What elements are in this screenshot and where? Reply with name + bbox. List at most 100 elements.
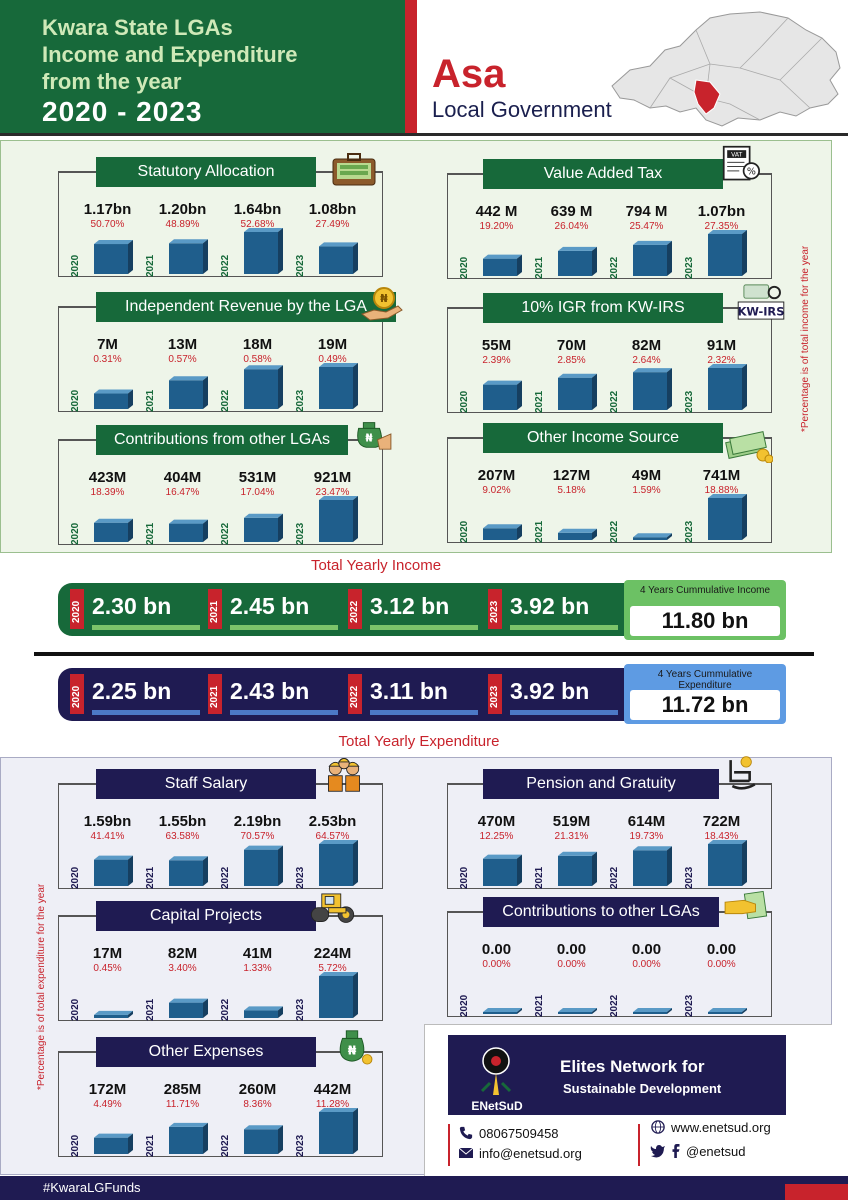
header-accent-bar [405,0,417,133]
metric-percent: 0.00% [482,959,511,970]
panel-contributions-from-lgas: Contributions from other LGAs ₦ 423M 18.3… [58,422,392,545]
year-label: 2023 [295,389,306,412]
metric-percent: 63.58% [165,831,200,842]
year-label: 2022 [220,866,231,889]
metric-percent: 21.31% [554,831,589,842]
metric-column: 224M 5.72% 2023 [295,945,370,1021]
year-label: 2023 [684,256,695,279]
metric-column: 470M 12.25% 2020 [459,813,534,889]
bar-chart [483,840,747,886]
contact-phone[interactable]: 08067509458 [458,1126,559,1141]
bar [633,533,672,540]
bar [319,363,358,409]
contact-website[interactable]: www.enetsud.org [650,1120,771,1135]
cumulative-expenditure-value: 11.72 bn [630,690,780,720]
bar [94,389,133,409]
bar [94,518,133,542]
money-case-icon [332,153,376,186]
bar [633,846,672,886]
metric-value: 1.17bn [83,201,132,218]
bar [633,1008,672,1014]
metric-column: 0.00 0.00% 2020 [459,941,534,1017]
brand-logo-text: ENetSuD [471,1099,523,1113]
metric-column: 70M 2.85% 2021 [534,337,609,413]
footer-hashtag: #KwaraLGFunds [43,1180,141,1195]
year-label: 2021 [534,994,545,1017]
panel-title: Other Income Source [483,423,723,453]
metric-column: 442 M 19.20% 2020 [459,203,534,279]
year-label: 2022 [609,520,620,543]
metric-column: 2.53bn 64.57% 2023 [295,813,370,889]
contact-social[interactable]: @enetsud [650,1144,745,1159]
metric-value: 1.08bn [308,201,357,218]
contact-email[interactable]: info@enetsud.org [458,1146,582,1161]
page-title: Kwara State LGAs Income and Expenditure … [42,15,298,94]
year-label: 2021 [534,520,545,543]
metric-percent: 64.57% [315,831,350,842]
metric-value: 17M [92,945,123,962]
panel-title: Capital Projects [96,901,316,931]
income-total-2023: 2023 3.92 bn [488,583,628,636]
globe-icon [651,1120,665,1134]
svg-text:KW-IRS: KW-IRS [738,304,785,318]
cumulative-income-label: 4 Years Cummulative Income [639,585,771,596]
metric-percent: 50.70% [90,219,125,230]
bar [169,856,208,886]
bar-chart [483,494,747,540]
panel-igr-kw-irs: 10% IGR from KW-IRS KW-IRS 55M 2.39% 2020 7… [447,284,784,413]
bar [319,972,358,1018]
metric-value: 285M [163,1081,202,1098]
year-label: 2023 [295,254,306,277]
metric-percent: 48.89% [165,219,200,230]
metric-value: 41M [242,945,273,962]
metric-column: 404M 16.47% 2021 [145,469,220,545]
bar-chart [94,363,358,409]
metric-column: 1.17bn 50.70% 2020 [70,201,145,277]
bar [319,1108,358,1154]
year-label: 2021 [534,866,545,889]
cumulative-income-card: 4 Years Cummulative Income 11.80 bn [624,580,786,640]
hand-coin-icon: ₦ [360,287,403,321]
metric-column: 172M 4.49% 2020 [70,1081,145,1157]
panel-staff-salary: Staff Salary 1.59bn 41.41% 2020 1.55bn 63.58… [58,758,383,889]
svg-text:₦: ₦ [348,1044,357,1058]
metric-percent: 18.39% [90,487,125,498]
bar [244,513,283,542]
bar [558,373,597,410]
metric-value: 442 M [475,203,518,220]
metric-percent: 2.39% [482,355,511,366]
bar [244,228,283,274]
bar [169,1122,208,1154]
year-label: 2023 [684,520,695,543]
panel-title: Value Added Tax [483,159,723,189]
metric-percent: 0.45% [93,963,122,974]
year-label: 2021 [534,390,545,413]
metric-percent: 11.28% [315,1099,350,1110]
mail-icon [458,1147,474,1158]
footer-accent [785,1184,848,1200]
section-divider [34,652,814,656]
year-label: 2020 [70,389,81,412]
metric-value: 55M [481,337,512,354]
metric-column: 91M 2.32% 2023 [684,337,759,413]
year-label: 2022 [220,254,231,277]
cumulative-income-value: 11.80 bn [630,606,780,636]
metric-value: 531M [238,469,277,486]
metric-value: 82M [631,337,662,354]
metric-percent: 27.35% [704,221,739,232]
panel-title: Statutory Allocation [96,157,316,187]
metric-column: 1.07bn 27.35% 2023 [684,203,759,279]
year-label: 2022 [220,1134,231,1157]
metric-column: 285M 11.71% 2021 [145,1081,220,1157]
metric-percent: 2.64% [632,355,661,366]
metric-percent: 0.00% [632,959,661,970]
year-label: 2023 [295,1134,306,1157]
metric-percent: 27.49% [315,219,350,230]
year-label: 2022 [220,998,231,1021]
year-label: 2023 [684,390,695,413]
metric-percent: 1.59% [632,485,661,496]
income-total-2020: 2020 2.30 bn [70,583,210,636]
metric-value: 13M [167,336,198,353]
header-divider [0,133,848,136]
metric-percent: 0.31% [93,354,122,365]
